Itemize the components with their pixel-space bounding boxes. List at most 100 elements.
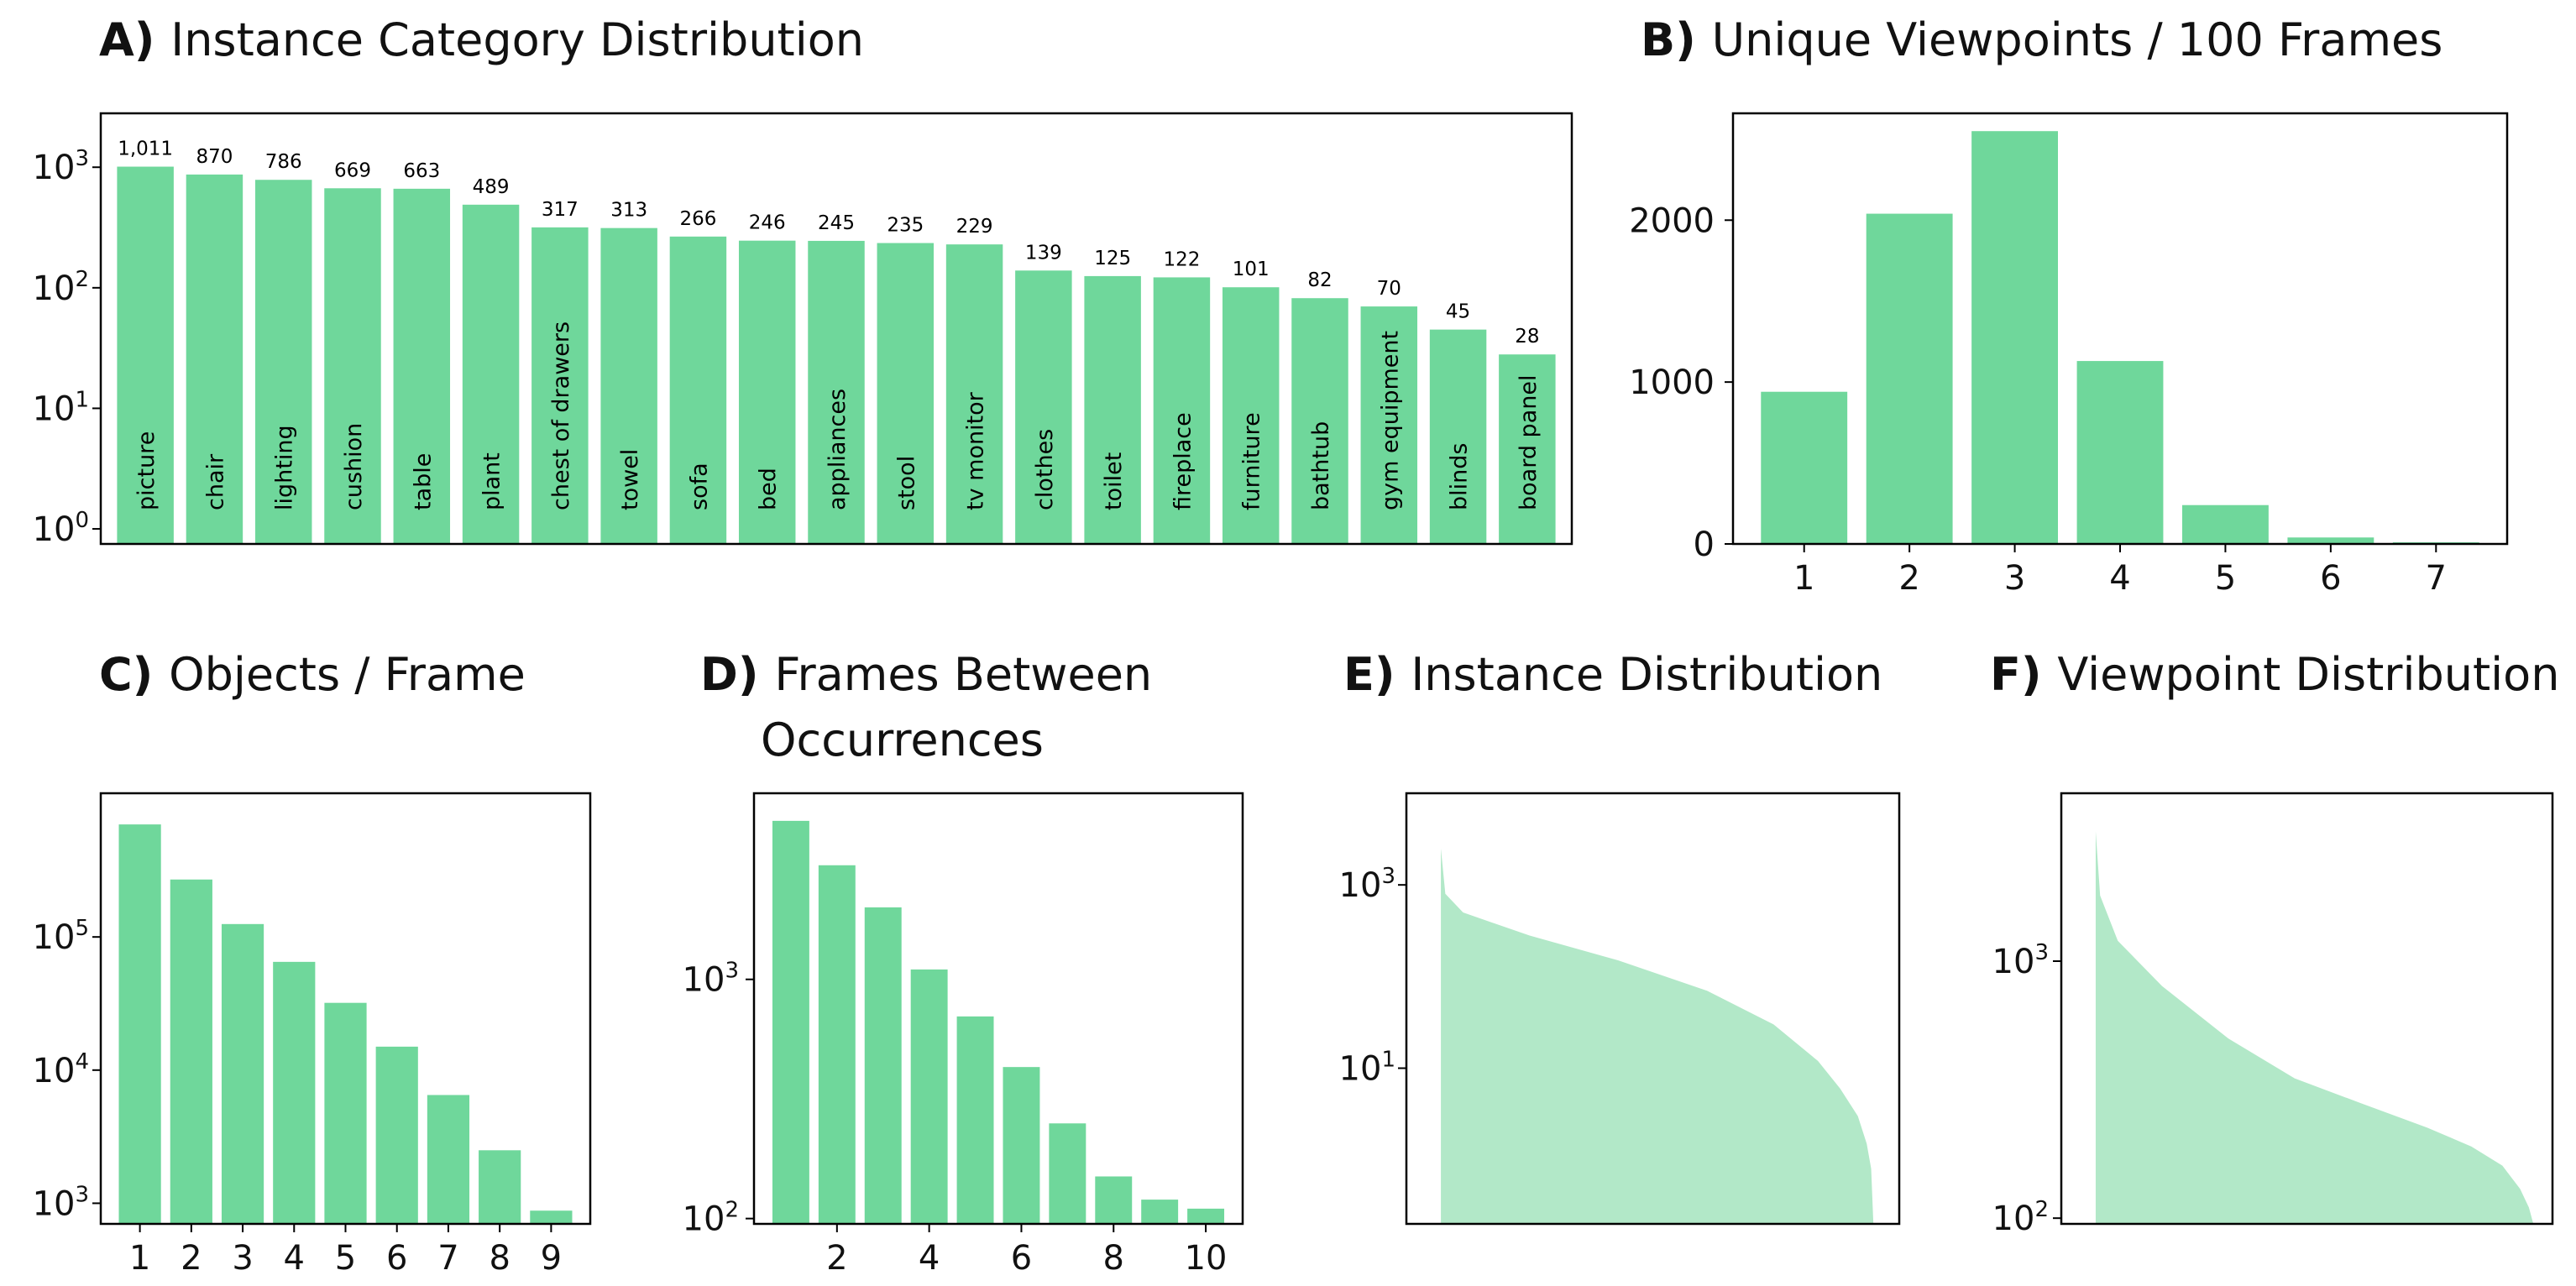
- panel-d: D) Frames Between Occurrences 2 4 6 8 10 102 103: [683, 648, 1244, 1278]
- bar: [1499, 354, 1556, 544]
- panel-title: B) Unique Viewpoints / 100 Frames: [1641, 13, 2442, 66]
- category-label: blinds: [1447, 443, 1473, 510]
- bar: [118, 824, 161, 1224]
- panel-title: E) Instance Distribution: [1343, 648, 1882, 701]
- plot-frame: [99, 792, 592, 1226]
- y-tick-label: 103: [1992, 940, 2049, 981]
- data-label: 246: [749, 212, 786, 234]
- data-label: 489: [473, 176, 510, 198]
- category-label: toilet: [1101, 452, 1127, 510]
- y-tick-label: 0: [1694, 525, 1715, 564]
- x-tick-label: 4: [284, 1239, 305, 1278]
- panel-label: F): [1990, 648, 2057, 701]
- bar: [1095, 1176, 1133, 1224]
- x-tick-label: 4: [2109, 559, 2130, 598]
- panel-label: D): [700, 648, 774, 701]
- y-tick-label: 100: [33, 508, 89, 549]
- bar: [1360, 306, 1418, 544]
- category-label: chair: [202, 453, 228, 510]
- data-label: 229: [956, 216, 993, 238]
- bar: [1153, 277, 1211, 544]
- panel-title: D) Frames Between: [700, 648, 1152, 701]
- bar: [1141, 1200, 1179, 1224]
- bar: [1222, 287, 1280, 544]
- x-tick-label: 3: [2004, 559, 2025, 598]
- panel-f: F) Viewpoint Distribution 103 102: [1990, 648, 2559, 1238]
- category-label: clothes: [1032, 429, 1058, 510]
- bar: [669, 236, 727, 544]
- bar: [818, 865, 856, 1224]
- panel-b: B) Unique Viewpoints / 100 Frames 1 2 3 4 5 6 7…: [1629, 13, 2509, 598]
- plot-frame: [1731, 112, 2509, 546]
- plot-frame: [752, 792, 1244, 1226]
- data-label: 313: [610, 200, 647, 222]
- bar: [427, 1095, 470, 1224]
- bar: [393, 188, 451, 544]
- category-label: stool: [893, 456, 919, 510]
- category-label: bathtub: [1308, 421, 1334, 510]
- bar: [1761, 391, 1848, 544]
- panel-title: C) Objects / Frame: [99, 648, 526, 701]
- bar: [1049, 1123, 1086, 1224]
- x-tick-label: 6: [2320, 559, 2341, 598]
- bar: [324, 1002, 367, 1224]
- y-tick-label: 104: [33, 1049, 89, 1090]
- data-label: 101: [1233, 259, 1270, 280]
- data-label: 82: [1307, 269, 1332, 291]
- title-line: Occurrences: [761, 714, 1044, 766]
- distribution-area: [1441, 848, 1874, 1224]
- category-label: lighting: [272, 425, 298, 510]
- bar: [2287, 537, 2374, 544]
- title-text: Instance Category Distribution: [170, 13, 864, 66]
- bar: [2076, 361, 2164, 544]
- bar: [1084, 275, 1141, 544]
- data-label: 870: [196, 146, 233, 168]
- bar: [324, 188, 381, 544]
- x-tick-label: 7: [437, 1239, 458, 1278]
- title-text: Unique Viewpoints / 100 Frames: [1712, 13, 2443, 66]
- y-tick-label: 101: [1339, 1048, 1395, 1089]
- category-label: board panel: [1516, 375, 1542, 510]
- x-tick-label: 7: [2426, 559, 2447, 598]
- y-tick-label: 103: [33, 1182, 89, 1223]
- panel-label: A): [99, 13, 170, 66]
- y-tick-label: 102: [33, 267, 89, 308]
- bar: [117, 166, 174, 544]
- bar: [1429, 329, 1487, 544]
- y-tick-label: 103: [1339, 864, 1395, 905]
- bar: [375, 1046, 418, 1224]
- category-label: table: [410, 453, 436, 510]
- data-label: 45: [1446, 301, 1470, 323]
- bar: [910, 969, 948, 1224]
- plot-frame: [2060, 792, 2554, 1226]
- title-text: Instance Distribution: [1411, 648, 1882, 701]
- x-tick-label: 10: [1185, 1239, 1228, 1278]
- y-tick-label: 103: [683, 959, 739, 1000]
- x-tick-label: 2: [1898, 559, 1919, 598]
- bar: [1015, 270, 1072, 544]
- y-tick-label: 2000: [1629, 201, 1715, 240]
- category-label: fireplace: [1170, 412, 1196, 510]
- plot-frame: [99, 112, 1573, 546]
- data-label: 266: [679, 208, 716, 230]
- bar: [221, 923, 264, 1224]
- bar: [1971, 131, 2058, 544]
- category-label: gym equipment: [1377, 331, 1403, 510]
- y-tick-label: 101: [33, 387, 89, 428]
- category-label: sofa: [686, 463, 712, 510]
- bar: [738, 240, 796, 544]
- bar: [956, 1016, 994, 1224]
- x-tick-label: 6: [386, 1239, 407, 1278]
- title-text: Viewpoint Distribution: [2057, 648, 2559, 701]
- category-label: furniture: [1239, 412, 1265, 510]
- category-label: cushion: [341, 423, 367, 510]
- category-label: bed: [756, 468, 782, 510]
- bar: [877, 243, 935, 544]
- category-label: chest of drawers: [548, 322, 574, 510]
- category-label: picture: [134, 431, 160, 510]
- category-label: towel: [617, 449, 643, 510]
- y-tick-label: 102: [1992, 1197, 2049, 1238]
- y-tick-label: 103: [33, 146, 89, 187]
- bar: [186, 174, 243, 544]
- bar: [462, 204, 520, 544]
